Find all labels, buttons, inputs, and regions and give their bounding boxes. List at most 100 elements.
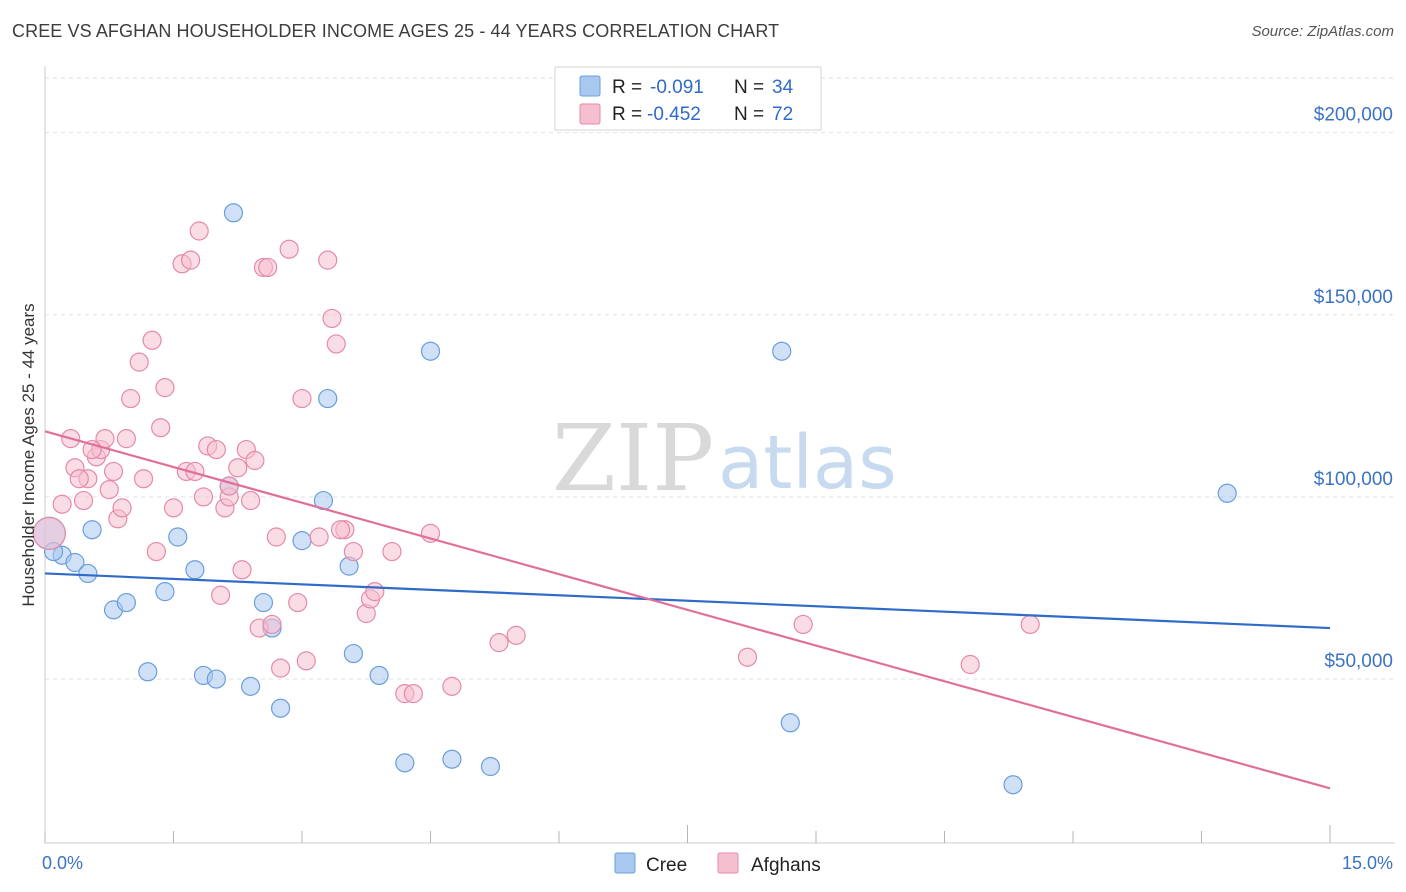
data-point-cree <box>1217 483 1237 503</box>
trend-lines <box>44 430 1331 790</box>
data-point-afghans <box>112 498 132 518</box>
data-point-cree <box>1003 775 1023 795</box>
data-point-afghans <box>442 676 462 696</box>
data-point-cree <box>343 643 363 664</box>
data-point-afghans <box>142 330 162 350</box>
y-tick-label: $200,000 <box>1314 105 1393 126</box>
legend-top-swatch-afghans <box>579 103 601 125</box>
data-point-afghans <box>793 614 813 635</box>
data-point-afghans <box>296 651 316 671</box>
data-point-afghans <box>189 221 209 241</box>
legend-top-r-value: -0.091 <box>650 77 704 98</box>
trend-line-cree <box>44 572 1331 630</box>
data-point-afghans <box>382 541 402 562</box>
legend-top-r-value: -0.452 <box>647 104 701 125</box>
data-point-afghans <box>270 658 291 678</box>
data-point-afghans <box>506 625 526 645</box>
legend-bottom: Cree Afghans <box>614 852 821 876</box>
data-point-afghans <box>266 527 286 547</box>
data-point-afghans <box>211 585 231 605</box>
data-point-afghans <box>73 490 94 511</box>
legend-top-r-label: R = <box>612 77 642 98</box>
chart-title: CREE VS AFGHAN HOUSEHOLDER INCOME AGES 2… <box>12 21 780 41</box>
data-point-cree <box>155 582 175 602</box>
legend-top-n-label: N = <box>734 77 764 98</box>
watermark-atlas: atlas <box>718 420 897 506</box>
grid-lines: $50,000 $100,000 $150,000 $200,000 <box>45 77 1395 680</box>
data-point-afghans <box>103 461 124 482</box>
y-tick-label: $100,000 <box>1314 469 1393 490</box>
y-tick-label: $150,000 <box>1314 287 1393 308</box>
data-point-cree <box>78 563 98 584</box>
trend-line-afghans <box>44 430 1331 790</box>
data-point-afghans <box>69 469 89 489</box>
data-point-afghans <box>330 520 351 540</box>
data-point-afghans <box>737 647 758 667</box>
data-point-cree <box>292 531 312 551</box>
legend-bottom-label-cree: Cree <box>646 855 687 876</box>
data-point-cree <box>65 552 85 573</box>
data-point-afghans <box>129 352 149 372</box>
x-tick-label-max: 15.0% <box>1342 853 1393 873</box>
data-point-afghans <box>279 239 299 259</box>
x-tick-label-min: 0.0% <box>42 853 83 873</box>
legend-top-n-label: N = <box>734 104 764 125</box>
data-point-afghans <box>489 633 509 653</box>
data-point-cree <box>270 698 291 718</box>
legend-top: R = -0.091 N = 34 R = -0.452 N = 72 <box>554 66 822 131</box>
data-point-afghans <box>322 308 342 329</box>
data-point-cree <box>369 665 389 686</box>
data-point-afghans <box>99 480 119 500</box>
legend-top-n-value: 72 <box>772 104 793 125</box>
data-point-afghans <box>403 684 423 704</box>
data-point-afghans <box>206 439 226 460</box>
data-point-afghans <box>241 490 261 511</box>
data-point-afghans <box>193 487 214 507</box>
data-point-afghans <box>181 250 201 270</box>
legend-bottom-label-afghans: Afghans <box>751 855 821 876</box>
data-point-cree <box>241 676 261 696</box>
data-point-cree <box>480 756 501 777</box>
data-point-afghans <box>163 498 184 518</box>
data-point-afghans <box>309 527 329 547</box>
data-point-afghans <box>32 516 66 550</box>
data-point-cree <box>442 749 462 769</box>
data-point-afghans <box>326 334 346 354</box>
data-point-cree <box>206 669 226 689</box>
data-point-cree <box>318 388 338 409</box>
watermark: ZIP atlas <box>552 405 897 512</box>
watermark-zip: ZIP <box>552 405 714 512</box>
legend-bottom-swatch-afghans <box>717 852 739 874</box>
data-point-cree <box>420 341 441 361</box>
data-point-afghans <box>1020 614 1040 635</box>
data-point-afghans <box>318 250 338 270</box>
data-point-cree <box>253 592 274 613</box>
data-point-afghans <box>288 592 308 613</box>
data-point-afghans <box>365 582 385 602</box>
legend-bottom-swatch-cree <box>614 852 636 874</box>
data-point-afghans <box>121 388 141 409</box>
legend-top-swatch-cree <box>579 75 601 97</box>
data-point-afghans <box>116 429 136 449</box>
data-point-afghans <box>228 458 248 478</box>
data-point-afghans <box>146 541 166 562</box>
data-point-afghans <box>52 494 72 514</box>
data-point-cree <box>82 520 102 540</box>
data-point-cree <box>185 560 205 580</box>
data-point-afghans <box>292 388 312 409</box>
data-point-cree <box>780 713 800 733</box>
axes: 0.0% 15.0% <box>42 66 1395 873</box>
y-tick-label: $50,000 <box>1324 651 1393 672</box>
data-point-afghans <box>960 654 980 675</box>
legend-top-n-value: 34 <box>772 77 794 98</box>
data-point-cree <box>116 592 136 613</box>
y-axis-title: Householder Income Ages 25 - 44 years <box>19 303 38 606</box>
data-point-afghans <box>155 378 175 398</box>
data-point-cree <box>223 203 244 223</box>
data-point-cree <box>138 662 158 682</box>
data-point-afghans <box>245 450 265 471</box>
data-point-cree <box>772 341 792 361</box>
data-point-afghans <box>343 541 363 562</box>
data-point-cree <box>168 527 188 547</box>
